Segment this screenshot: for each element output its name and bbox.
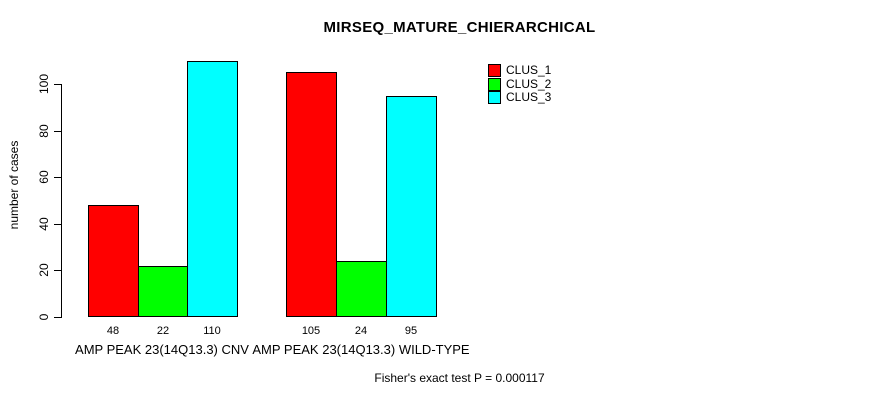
y-tick-label: 60 [37,170,51,184]
y-tick-mark [54,177,61,179]
legend-label: CLUS_2 [506,76,552,91]
footer-stat-text: Fisher's exact test P = 0.000117 [374,371,545,385]
x-category-label: AMP PEAK 23(14Q13.3) WILD-TYPE [252,342,470,357]
y-tick-mark [54,130,61,132]
bar-clus_3-cat1 [187,61,238,317]
legend-label: CLUS_1 [506,63,552,78]
bar-clus_1-cat2 [286,72,337,317]
y-tick-label: 0 [37,313,51,321]
bar-value-label: 105 [301,325,321,337]
x-category-label: AMP PEAK 23(14Q13.3) CNV [75,342,249,357]
legend-swatch-icon [488,64,501,78]
y-tick-mark [54,270,61,272]
bar-value-label: 48 [106,325,120,337]
bar-clus_1-cat1 [88,205,139,317]
y-tick-mark [54,317,61,318]
bar-value-label: 22 [156,325,170,337]
chart-title: MIRSEQ_MATURE_CHIERARCHICAL [323,19,596,36]
bar-clus_2-cat1 [138,266,189,317]
y-tick-label: 80 [37,123,51,138]
legend-swatch-icon [488,90,501,104]
legend-item-clus_1: CLUS_1 [488,63,552,78]
y-tick-label: 100 [37,73,51,95]
bar-value-label: 24 [354,325,368,337]
legend-swatch-icon [488,77,501,91]
legend-item-clus_2: CLUS_2 [488,76,552,91]
bar-clus_3-cat2 [386,96,437,317]
bar-clus_2-cat2 [336,261,387,317]
y-tick-mark [54,223,61,225]
y-axis-label: number of cases [7,140,21,230]
y-tick-label: 20 [37,263,51,278]
y-axis-line [61,84,62,318]
legend-label: CLUS_3 [506,89,552,104]
legend-item-clus_3: CLUS_3 [488,89,552,104]
y-tick-mark [54,84,61,85]
bar-value-label: 95 [404,325,418,337]
bar-value-label: 110 [203,325,221,337]
legend: CLUS_1 CLUS_2 CLUS_3 [488,64,551,104]
y-tick-label: 40 [37,217,51,231]
